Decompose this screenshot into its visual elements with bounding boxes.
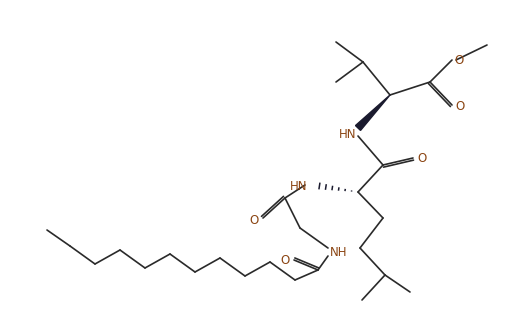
Text: O: O [454, 54, 463, 67]
Text: NH: NH [330, 247, 348, 260]
Text: O: O [281, 255, 290, 268]
Text: O: O [417, 152, 427, 165]
Text: O: O [455, 100, 464, 113]
Text: HN: HN [339, 127, 357, 140]
Polygon shape [356, 95, 390, 130]
Text: HN: HN [290, 179, 308, 192]
Text: O: O [249, 214, 259, 227]
